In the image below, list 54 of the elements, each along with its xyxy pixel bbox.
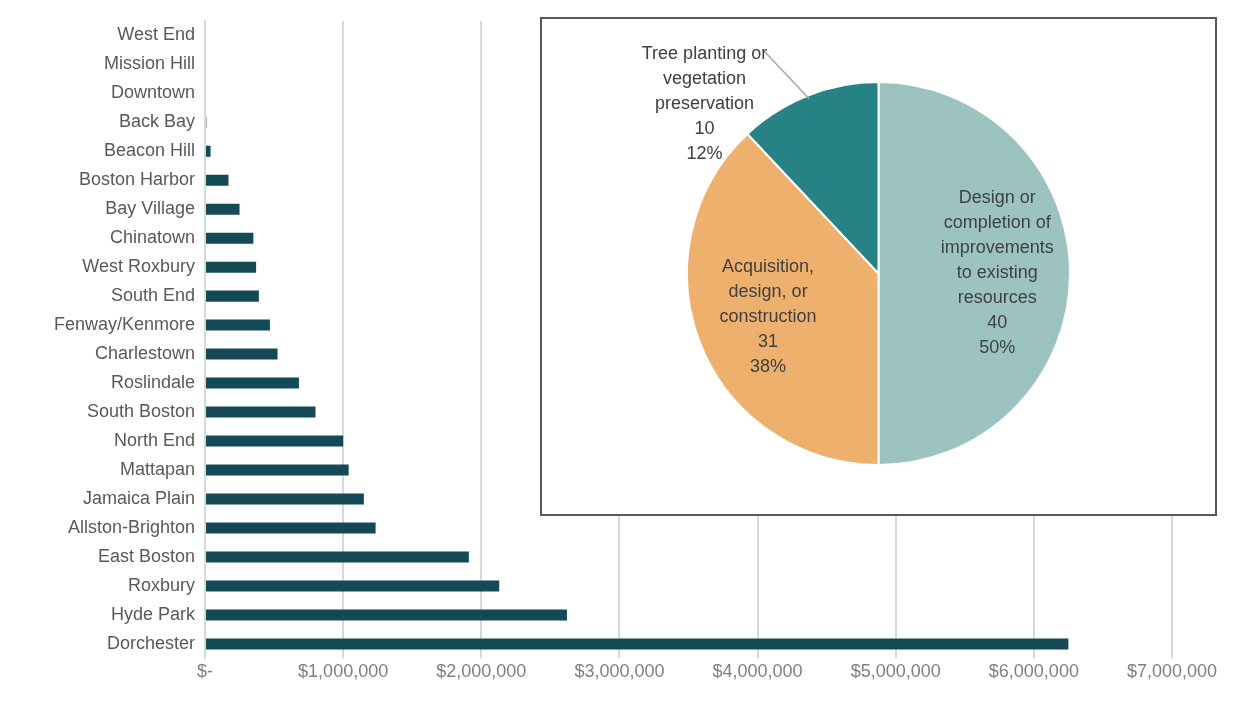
y-tick-label: East Boston (97, 545, 195, 566)
y-tick-label: Back Bay (118, 111, 195, 132)
bar (206, 522, 376, 534)
bar (206, 232, 254, 244)
data-label: 31 38% (750, 331, 787, 377)
x-tick-label: $2,000,000 (436, 661, 527, 682)
bar (206, 551, 469, 563)
bar (206, 319, 270, 331)
y-tick-label: North End (113, 430, 195, 451)
data-label: 40 50% (979, 312, 1016, 358)
bar (206, 203, 240, 215)
y-tick-label: Roslindale (110, 372, 195, 393)
x-tick-label: $1,000,000 (298, 661, 389, 682)
y-tick-label: Mattapan (119, 458, 195, 479)
y-tick-label: Boston Harbor (78, 169, 195, 190)
bar (206, 174, 229, 186)
y-tick-label: Downtown (110, 82, 195, 103)
bar (206, 580, 500, 592)
data-label: 10 12% (686, 117, 723, 163)
bar (206, 609, 567, 621)
y-tick-label: Dorchester (106, 632, 196, 653)
y-tick-label: Jamaica Plain (82, 487, 195, 508)
bar (206, 638, 1069, 650)
y-tick-label: Beacon Hill (103, 140, 195, 161)
y-tick-label: West Roxbury (82, 256, 195, 277)
bar (206, 290, 259, 302)
x-tick-label: $5,000,000 (850, 661, 941, 682)
y-tick-label: Bay Village (105, 198, 195, 219)
y-tick-label: Hyde Park (110, 603, 196, 624)
slice-label: Acquisition, design, or construction (719, 256, 817, 327)
y-tick-label: South End (110, 285, 195, 306)
x-tick-label: $4,000,000 (712, 661, 803, 682)
bar (206, 377, 299, 389)
bar (206, 145, 211, 157)
y-tick-label: Roxbury (127, 574, 195, 595)
y-tick-label: South Boston (86, 401, 195, 422)
bar (206, 435, 344, 447)
x-tick-label: $- (196, 661, 214, 682)
x-tick-label: $6,000,000 (988, 661, 1079, 682)
slice-label: Design or completion of improvements to existing resources (940, 187, 1054, 308)
x-tick-label: $7,000,000 (1126, 661, 1218, 682)
bar (206, 261, 257, 273)
bar (206, 406, 316, 418)
y-tick-label: Mission Hill (103, 53, 195, 74)
x-tick-label: $3,000,000 (574, 661, 665, 682)
slice-label: Tree planting or vegetation preservation (641, 42, 768, 113)
y-tick-label: Charlestown (94, 343, 195, 364)
bar (206, 464, 349, 476)
y-tick-label: Fenway/Kenmore (53, 314, 195, 335)
y-tick-label: West End (117, 24, 195, 45)
y-tick-label: Chinatown (109, 227, 195, 248)
bar (206, 493, 364, 505)
y-tick-label: Allston-Brighton (67, 516, 195, 537)
bar (206, 348, 278, 360)
